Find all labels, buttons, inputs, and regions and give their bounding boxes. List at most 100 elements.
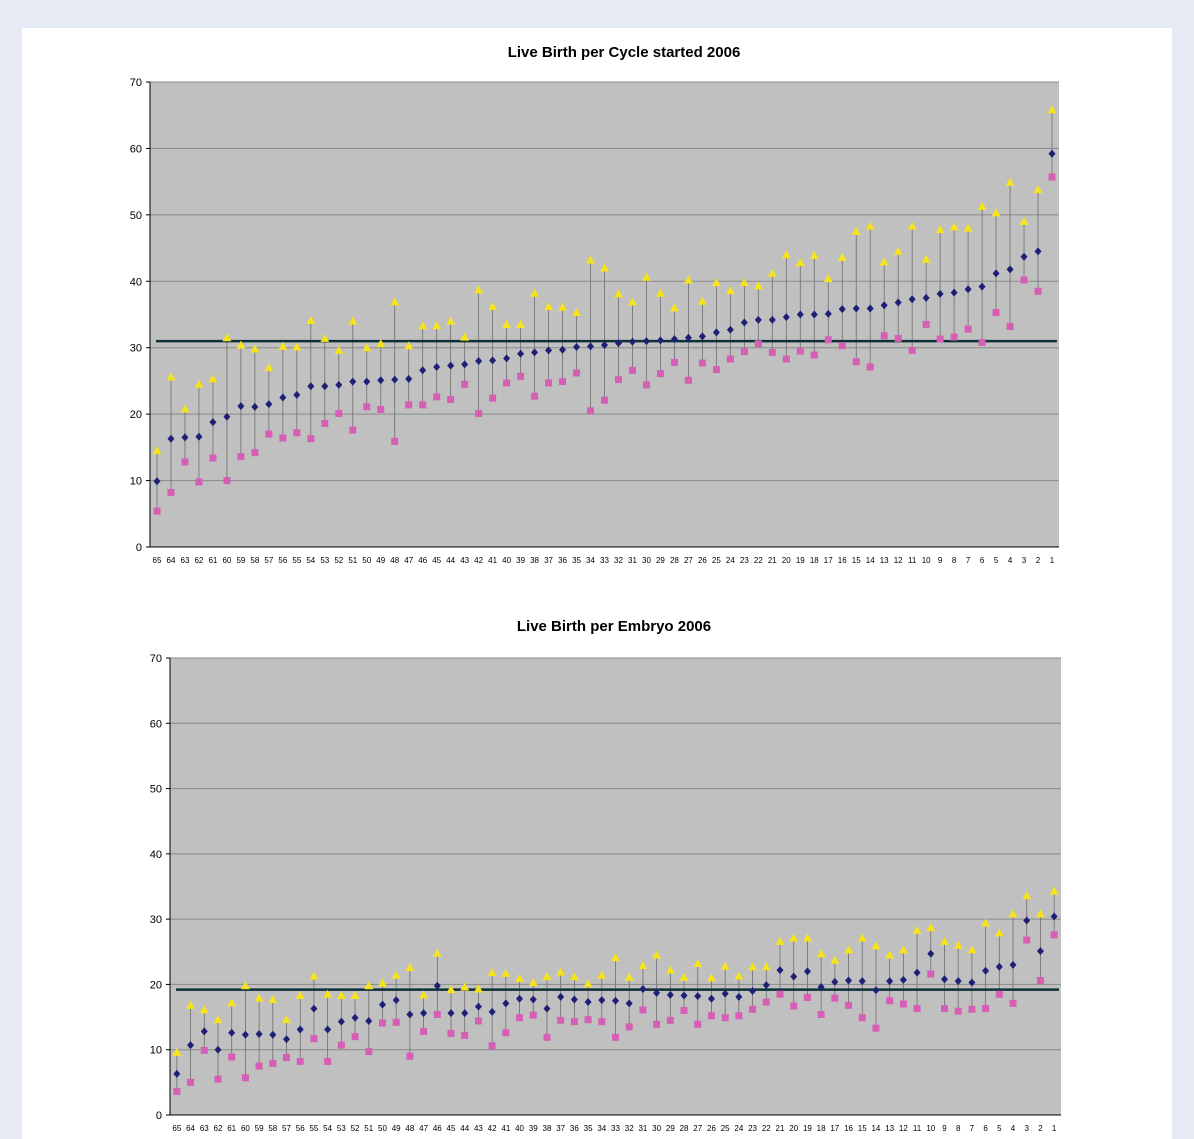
triangle-point [1047, 105, 1057, 114]
x-tick-label: 19 [796, 556, 805, 565]
diamond-point [293, 390, 301, 399]
square-point [391, 437, 399, 445]
square-point [502, 1029, 510, 1037]
chart-title: Live Birth per Cycle started 2006 [508, 44, 741, 61]
triangle-point [405, 962, 415, 971]
diamond-point [872, 986, 880, 995]
diamond-point [461, 1009, 469, 1018]
x-tick-label: 22 [754, 556, 763, 565]
triangle-point [725, 286, 735, 295]
diamond-point [209, 418, 217, 427]
square-point [601, 396, 608, 404]
triangle-point [348, 316, 358, 325]
square-point [461, 380, 469, 388]
x-tick-label: 5 [997, 1124, 1002, 1133]
square-point [241, 1074, 249, 1082]
square-point [283, 1054, 291, 1062]
diamond-point [543, 1004, 551, 1013]
x-tick-label: 54 [323, 1124, 332, 1133]
triangle-point [1049, 886, 1059, 895]
triangle-point [912, 925, 922, 934]
square-point [433, 1010, 441, 1018]
triangle-point [652, 950, 662, 959]
square-point [754, 340, 762, 348]
triangle-point [236, 340, 246, 349]
diamond-point [992, 269, 1000, 278]
triangle-point [893, 246, 903, 255]
triangle-point [186, 1000, 196, 1009]
y-tick-label: 10 [130, 476, 142, 488]
square-point [573, 369, 581, 377]
square-point [639, 1006, 647, 1014]
y-tick-label: 0 [136, 542, 142, 554]
x-tick-label: 32 [625, 1124, 634, 1133]
x-tick-label: 29 [666, 1124, 675, 1133]
square-point [237, 453, 245, 461]
x-tick-label: 25 [721, 1124, 730, 1133]
x-tick-label: 30 [642, 556, 651, 565]
triangle-point [597, 970, 607, 979]
y-tick-label: 20 [130, 409, 142, 421]
diamond-point [283, 1035, 291, 1044]
x-tick-label: 2 [1036, 556, 1041, 565]
chart-live-birth-per-embryo: Live Birth per Embryo 2006 0 10 20 30 40 50 60… [150, 618, 1061, 1133]
x-tick-label: 18 [817, 1124, 826, 1133]
triangle-point [474, 285, 484, 294]
square-point [1050, 931, 1058, 939]
square-point [612, 1033, 619, 1041]
diamond-point [614, 339, 622, 348]
x-tick-label: 61 [227, 1124, 236, 1133]
square-point [1023, 936, 1031, 944]
triangle-point [753, 281, 763, 290]
square-point [200, 1046, 208, 1054]
diamond-point [557, 992, 565, 1001]
x-tick-label: 3 [1022, 556, 1027, 565]
square-point [447, 1029, 455, 1037]
diamond-point [950, 288, 958, 297]
diamond-point [214, 1045, 222, 1054]
diamond-point [516, 994, 524, 1003]
diamond-point [598, 996, 606, 1005]
triangle-point [977, 201, 987, 210]
diamond-point [153, 477, 161, 486]
diamond-point [405, 374, 413, 383]
triangle-point [152, 446, 162, 455]
triangle-point [278, 341, 288, 350]
triangle-point [309, 971, 319, 980]
square-point [503, 379, 511, 387]
triangle-point [638, 960, 648, 969]
x-tick-label: 7 [966, 556, 971, 565]
square-point [1009, 999, 1017, 1007]
triangle-point [879, 257, 889, 266]
x-tick-label: 57 [282, 1124, 291, 1133]
x-tick-label: 40 [515, 1124, 524, 1133]
square-point [529, 1011, 537, 1019]
diamond-point [447, 1009, 455, 1018]
square-point [335, 409, 343, 417]
x-tick-label: 25 [712, 556, 721, 565]
x-tick-label: 30 [652, 1124, 661, 1133]
square-point [251, 449, 259, 457]
triangle-point [1035, 909, 1045, 918]
diamond-point [964, 285, 972, 294]
triangle-point [720, 961, 730, 970]
x-tick-label: 42 [488, 1124, 497, 1133]
triangle-point [362, 343, 372, 352]
x-tick-label: 57 [264, 556, 273, 565]
square-point [296, 1057, 304, 1065]
diamond-point [680, 991, 688, 1000]
diamond-point [420, 1009, 428, 1018]
diamond-point [187, 1041, 195, 1050]
x-tick-label: 44 [460, 1124, 469, 1133]
diamond-point [831, 977, 839, 986]
square-point [666, 1016, 674, 1024]
diamond-point [978, 282, 986, 291]
x-tick-label: 44 [446, 556, 455, 565]
triangle-point [679, 972, 689, 981]
x-tick-label: 10 [922, 556, 931, 565]
x-tick-label: 22 [762, 1124, 771, 1133]
square-point [543, 1033, 551, 1041]
x-tick-label: 45 [447, 1124, 456, 1133]
chart-title: Live Birth per Embryo 2006 [517, 618, 711, 635]
x-tick-label: 33 [600, 556, 609, 565]
